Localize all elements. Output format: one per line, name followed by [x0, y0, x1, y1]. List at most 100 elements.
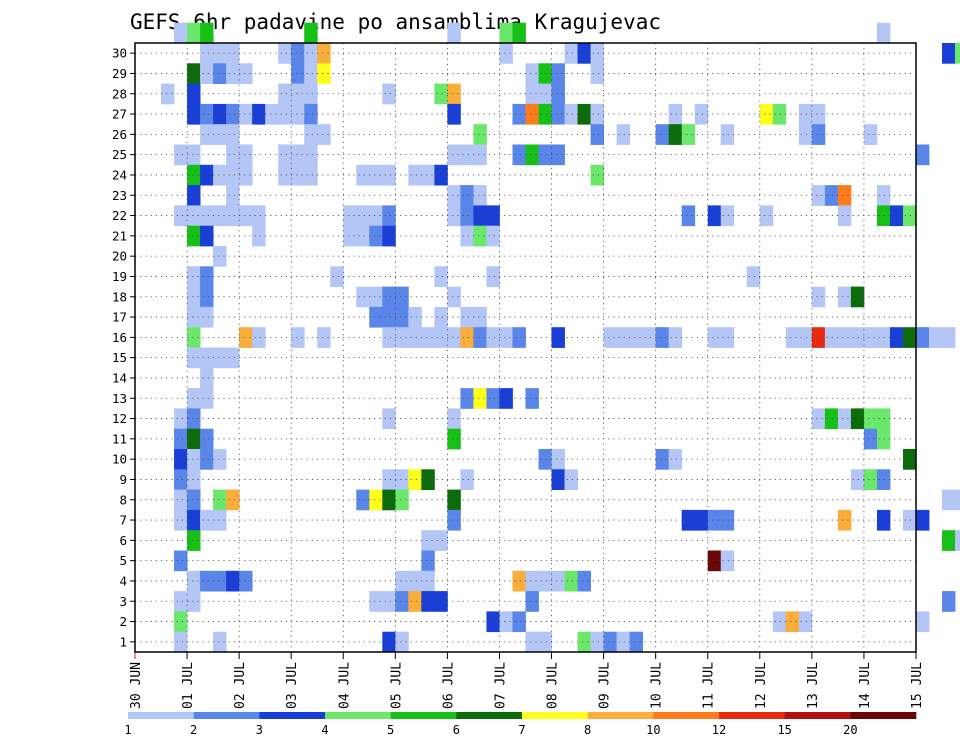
- y-tick-label: 28: [112, 86, 127, 101]
- heatmap-cell: [382, 205, 396, 227]
- heatmap-cell: [902, 205, 917, 227]
- heatmap-cell: [629, 631, 644, 653]
- heatmap-cell: [382, 83, 396, 105]
- heatmap-cell: [226, 347, 240, 369]
- heatmap-cell: [694, 509, 709, 531]
- heatmap-cell: [811, 103, 826, 125]
- heatmap-cell: [551, 144, 565, 166]
- heatmap-cell: [447, 327, 461, 348]
- heatmap-cell: [707, 327, 722, 348]
- heatmap-cell: [239, 164, 253, 186]
- heatmap-cell: [200, 205, 214, 227]
- heatmap-cell: [447, 428, 461, 450]
- heatmap-cell: [291, 144, 305, 166]
- heatmap-cell: [824, 185, 839, 206]
- y-tick-label: 29: [112, 66, 127, 81]
- heatmap-cell: [226, 185, 240, 206]
- heatmap-cell: [955, 530, 960, 551]
- heatmap-cell: [447, 83, 461, 105]
- heatmap-cell: [174, 489, 188, 511]
- heatmap-cell: [395, 591, 409, 612]
- heatmap-cell: [226, 489, 240, 511]
- heatmap-cell: [590, 631, 604, 653]
- gridlines: [135, 43, 916, 652]
- heatmap-cell: [772, 611, 787, 633]
- heatmap-cell: [551, 327, 565, 348]
- heatmap-cell: [863, 428, 878, 450]
- heatmap-cell: [876, 408, 891, 430]
- heatmap-cell: [213, 246, 227, 267]
- heatmap-cell: [512, 327, 526, 348]
- colorbar-swatch: [456, 712, 523, 719]
- heatmap-cell: [304, 144, 318, 166]
- heatmap-cell: [187, 164, 201, 186]
- heatmap-cell: [850, 327, 865, 348]
- colorbar-swatch: [259, 712, 326, 719]
- heatmap-cell: [590, 43, 604, 64]
- heatmap-cell: [447, 489, 461, 511]
- heatmap-cell: [460, 306, 474, 328]
- y-tick-label: 15: [112, 350, 127, 365]
- colorbar-label: 20: [843, 723, 857, 737]
- heatmap-cell: [942, 43, 956, 64]
- heatmap-cell: [512, 144, 526, 166]
- y-tick-label: 1: [119, 634, 127, 649]
- colorbar-swatch: [325, 712, 391, 719]
- y-tick-label: 26: [112, 127, 127, 142]
- heatmap-cell: [369, 489, 383, 511]
- heatmap-cell: [382, 225, 396, 247]
- heatmap-cell: [187, 428, 201, 450]
- x-tick-label: 30 JUN: [129, 662, 144, 709]
- heatmap-cell: [681, 205, 696, 227]
- x-tick-label: 12 JUL: [754, 662, 769, 709]
- heatmap-cell: [499, 388, 513, 409]
- heatmap-cell: [668, 449, 683, 470]
- heatmap-cell: [213, 164, 227, 186]
- heatmap-cell: [785, 611, 800, 633]
- heatmap-cell: [226, 103, 240, 125]
- y-tick-label: 2: [119, 614, 127, 629]
- heatmap-cell: [785, 327, 800, 348]
- colorbar-swatch: [390, 712, 457, 719]
- heatmap-cell: [239, 63, 253, 84]
- colorbar-label: 4: [321, 723, 328, 737]
- heatmap-cell: [382, 286, 396, 308]
- heatmap-cell: [837, 185, 852, 206]
- heatmap-cell: [226, 144, 240, 166]
- colorbar-label: 3: [256, 723, 263, 737]
- heatmap-cell: [486, 388, 500, 409]
- colorbar-swatch: [193, 712, 260, 719]
- heatmap-cell: [942, 530, 956, 551]
- heatmap-cell: [239, 205, 253, 227]
- heatmap-cell: [616, 327, 631, 348]
- heatmap-cell: [200, 509, 214, 531]
- heatmap-cell: [174, 631, 188, 653]
- heatmap-cell: [837, 205, 852, 227]
- heatmap-cell: [200, 306, 214, 328]
- heatmap-cell: [811, 408, 826, 430]
- heatmap-cell: [577, 43, 591, 64]
- heatmap-cell: [395, 327, 409, 348]
- x-tick-label: 06 JUL: [441, 662, 456, 709]
- heatmap-cell: [434, 530, 448, 551]
- heatmap-cell: [382, 591, 396, 612]
- heatmap-cell: [213, 631, 227, 653]
- heatmap-cell: [382, 489, 396, 511]
- heatmap-cell: [213, 103, 227, 125]
- heatmap-cell: [369, 591, 383, 612]
- heatmap-cell: [174, 550, 188, 572]
- heatmap-cell: [473, 327, 487, 348]
- heatmap-cell: [239, 103, 253, 125]
- heatmap-cell: [200, 449, 214, 470]
- colorbar-label: 1: [124, 723, 131, 737]
- heatmap-cell: [916, 327, 930, 348]
- heatmap-cell: [213, 43, 227, 64]
- heatmap-cell: [525, 570, 539, 592]
- heatmap-cell: [473, 124, 487, 145]
- heatmap-cell: [707, 205, 722, 227]
- heatmap-cell: [200, 43, 214, 64]
- heatmap-cell: [369, 286, 383, 308]
- heatmap-cell: [616, 631, 631, 653]
- heatmap-cell: [460, 469, 474, 490]
- heatmap-cell: [356, 205, 370, 227]
